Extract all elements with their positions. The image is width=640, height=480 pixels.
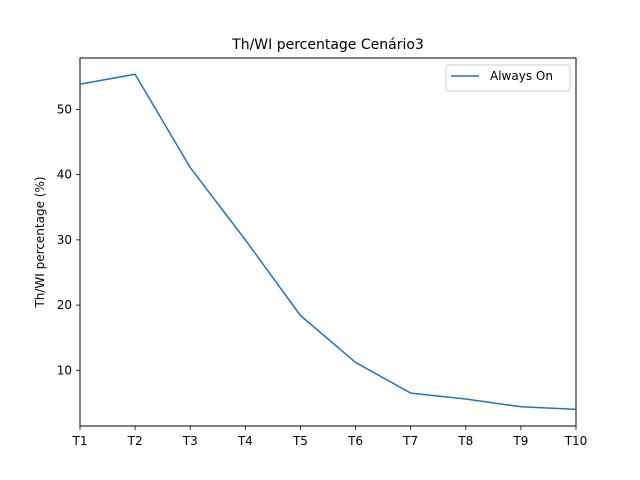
x-tick-label-t6: T6	[347, 434, 363, 448]
series-line-always-on	[79, 73, 577, 411]
legend: Always On	[445, 64, 571, 92]
plot-frame	[79, 57, 577, 427]
plot-area	[79, 57, 577, 427]
y-tick-label-10: 10	[57, 363, 72, 377]
x-tick-label-t2: T2	[127, 434, 143, 448]
x-tick-label-t3: T3	[182, 434, 198, 448]
chart-title: Th/WI percentage Cenário3	[231, 37, 424, 53]
y-tick-label-40: 40	[57, 168, 72, 182]
x-axis: T1 T2 T3 T4 T5 T6 T7 T8 T9 T10	[72, 426, 588, 448]
y-axis-label: Th/WI percentage (%)	[33, 176, 47, 308]
x-tick-label-t10: T10	[564, 434, 588, 448]
y-tick-label-30: 30	[57, 233, 72, 247]
x-tick-label-t5: T5	[292, 434, 308, 448]
series-layer	[79, 73, 577, 411]
x-tick-label-t4: T4	[237, 434, 253, 448]
legend-box	[445, 64, 571, 92]
x-tick-label-t7: T7	[402, 434, 418, 448]
x-tick-label-t9: T9	[512, 434, 528, 448]
legend-entry-always-on: Always On	[490, 69, 553, 83]
y-axis: 10 20 30 40 50	[57, 103, 80, 377]
y-tick-label-50: 50	[57, 103, 72, 117]
x-tick-label-t8: T8	[457, 434, 473, 448]
x-tick-label-t1: T1	[72, 434, 88, 448]
y-tick-label-20: 20	[57, 298, 72, 312]
